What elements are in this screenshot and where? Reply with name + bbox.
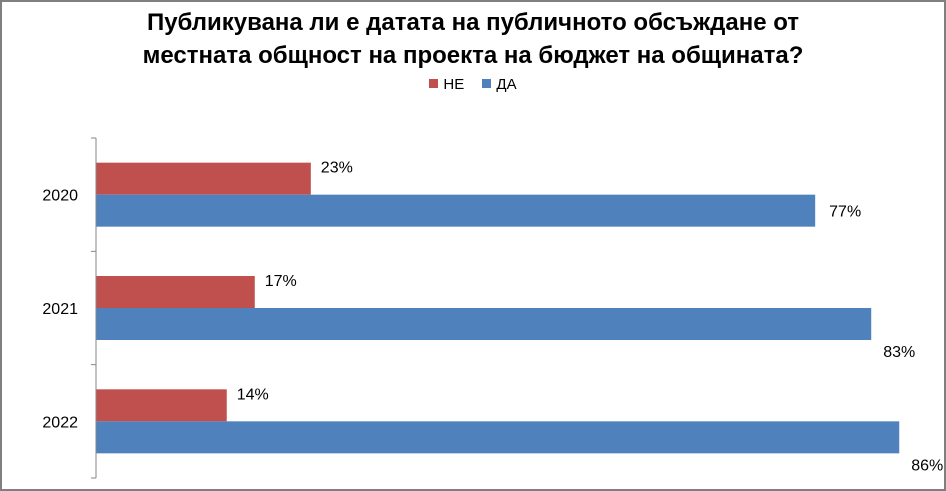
chart-title-line-1: Публикувана ли е датата на публичното об… bbox=[146, 9, 800, 36]
data-label-group: 23% 77% 17% 83% 14% 86% bbox=[237, 160, 944, 475]
category-label-2022: 2022 bbox=[42, 414, 78, 431]
data-label-ne-2021: 17% bbox=[265, 273, 297, 290]
chart-legend: НЕ ДА bbox=[0, 75, 946, 95]
chart-title: Публикувана ли е датата на публичното об… bbox=[0, 6, 946, 72]
chart-title-line-2: местната общност на проекта на бюджет на… bbox=[142, 42, 804, 69]
bar-ne-2022 bbox=[96, 389, 227, 422]
bar-da-2021 bbox=[96, 308, 872, 340]
legend-item-da: ДА bbox=[482, 75, 517, 95]
bar-group bbox=[96, 162, 900, 454]
legend-swatch-ne bbox=[429, 79, 439, 88]
category-label-2021: 2021 bbox=[42, 301, 78, 318]
bar-da-2022 bbox=[96, 421, 900, 454]
data-label-ne-2020: 23% bbox=[321, 160, 353, 177]
bar-ne-2021 bbox=[96, 276, 255, 308]
bar-da-2020 bbox=[96, 194, 816, 227]
data-label-da-2022: 86% bbox=[911, 457, 943, 474]
legend-label-ne: НЕ bbox=[443, 76, 465, 93]
category-label-2020: 2020 bbox=[42, 188, 78, 205]
category-axis: 2020 2021 2022 bbox=[42, 137, 97, 479]
bar-ne-2020 bbox=[96, 162, 311, 195]
data-label-ne-2022: 14% bbox=[237, 386, 269, 403]
data-label-da-2021: 83% bbox=[883, 344, 915, 361]
legend-item-ne: НЕ bbox=[429, 75, 464, 95]
data-label-da-2020: 77% bbox=[829, 204, 861, 221]
legend-label-da: ДА bbox=[496, 76, 517, 93]
legend-swatch-da bbox=[482, 79, 492, 88]
